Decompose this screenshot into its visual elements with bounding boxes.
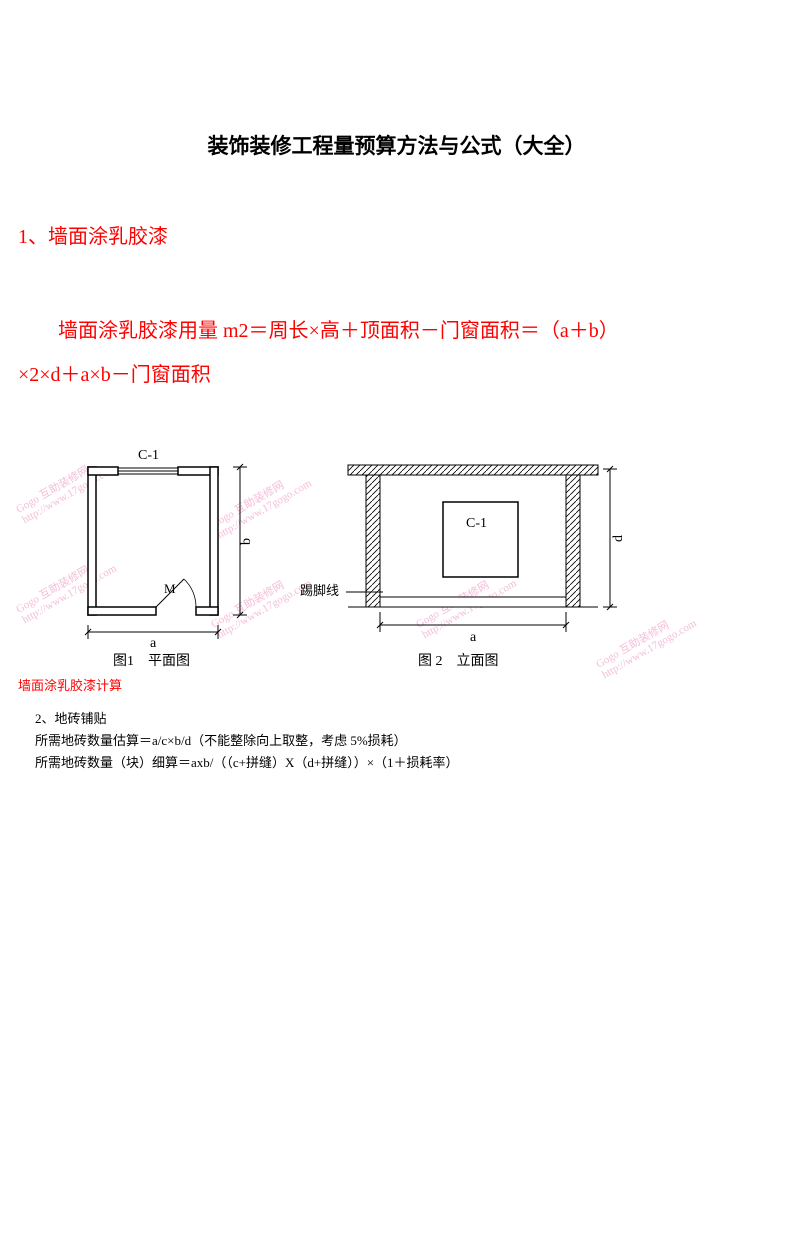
- diagram-svg: C-1 M: [18, 437, 698, 667]
- diagram-container: Gogo 互助装修网http://www.17gogo.com Gogo 互助装…: [18, 437, 698, 667]
- fig2-caption: 图 2 立面图: [418, 653, 499, 667]
- label-b: b: [239, 538, 254, 545]
- label-tiejiao: 踢脚线: [300, 583, 339, 598]
- formula-line-1: 墙面涂乳胶漆用量 m2＝周长×高＋顶面积－门窗面积＝（a＋b）: [18, 309, 763, 353]
- formula-line-2: ×2×d＋a×b－门窗面积: [18, 353, 763, 397]
- fig1-caption: 图1 平面图: [113, 654, 190, 667]
- label-a2: a: [470, 630, 477, 645]
- section-2-line2: 所需地砖数量估算＝a/c×b/d（不能整除向上取整，考虑 5%损耗）: [35, 730, 793, 752]
- section-2: 2、地砖铺贴 所需地砖数量估算＝a/c×b/d（不能整除向上取整，考虑 5%损耗…: [35, 708, 793, 774]
- page-title: 装饰装修工程量预算方法与公式（大全）: [0, 130, 793, 160]
- label-a: a: [150, 636, 157, 651]
- caption-red: 墙面涂乳胶漆计算: [18, 675, 793, 694]
- section-1-heading: 1、墙面涂乳胶漆: [18, 220, 793, 249]
- label-c1-win: C-1: [466, 516, 487, 531]
- section-2-line3: 所需地砖数量（块）细算＝axb/（（c+拼缝）X（d+拼缝））×（1＋损耗率）: [35, 752, 793, 774]
- label-m: M: [164, 581, 176, 596]
- label-c1: C-1: [138, 448, 159, 463]
- section-2-line1: 2、地砖铺贴: [35, 708, 793, 730]
- label-d: d: [611, 535, 626, 542]
